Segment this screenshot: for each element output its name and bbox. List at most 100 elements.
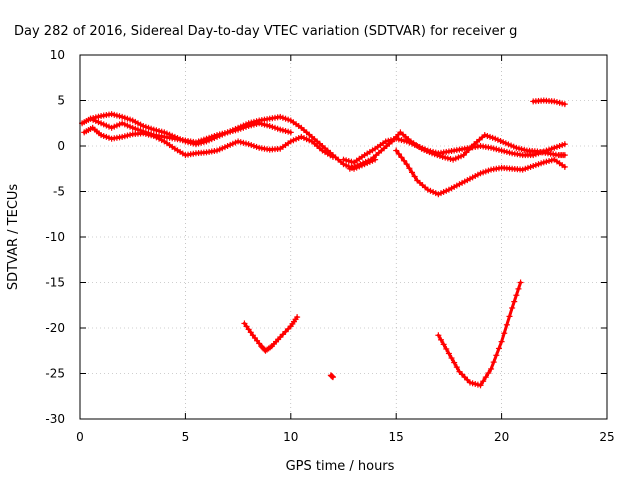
data-point	[551, 144, 558, 151]
data-point	[465, 146, 472, 153]
data-point	[100, 121, 107, 128]
data-point	[556, 143, 563, 149]
data-point	[430, 188, 437, 195]
data-point	[243, 123, 250, 130]
data-point	[431, 151, 438, 158]
data-point	[461, 374, 468, 381]
data-point	[437, 190, 444, 197]
data-point	[219, 130, 226, 137]
x-tick-label: 10	[283, 430, 298, 444]
data-point	[287, 138, 294, 145]
data-point	[519, 166, 526, 173]
series-arc-c	[87, 115, 294, 146]
data-point	[561, 101, 568, 108]
data-point	[285, 325, 292, 332]
data-point	[436, 153, 443, 160]
data-point	[153, 127, 160, 134]
data-point	[464, 177, 471, 184]
data-point	[227, 141, 234, 148]
data-point	[509, 304, 516, 311]
data-point	[274, 125, 281, 132]
data-point	[469, 380, 476, 387]
data-point	[103, 122, 110, 129]
data-point	[148, 125, 155, 132]
x-tick-label: 25	[599, 430, 614, 444]
data-point	[548, 145, 555, 152]
data-point	[493, 146, 500, 153]
data-point	[506, 149, 513, 156]
data-point	[121, 121, 128, 128]
data-point	[548, 157, 555, 164]
data-point	[456, 181, 463, 188]
data-point	[271, 124, 278, 131]
data-point	[482, 168, 489, 175]
data-point	[508, 142, 515, 149]
data-point	[447, 155, 454, 162]
series-arc-e	[346, 129, 568, 172]
data-point	[216, 146, 223, 153]
y-axis-label: SDTVAR / TECUs	[6, 184, 21, 291]
data-point	[517, 279, 524, 286]
data-point	[264, 122, 271, 129]
data-point	[429, 150, 436, 157]
data-point	[442, 154, 449, 161]
data-point	[203, 135, 210, 142]
data-point	[229, 127, 236, 134]
data-point	[435, 332, 442, 339]
data-point	[480, 378, 487, 385]
data-point	[559, 142, 566, 149]
data-point	[530, 152, 537, 159]
data-point	[493, 352, 500, 359]
data-point	[293, 136, 300, 143]
data-point	[329, 374, 336, 381]
data-point	[546, 158, 553, 165]
data-point	[243, 140, 250, 147]
data-point	[357, 161, 364, 168]
data-point	[137, 127, 144, 134]
data-point	[532, 162, 539, 169]
data-point	[132, 125, 139, 132]
data-point	[492, 135, 499, 142]
y-tick-label: -5	[53, 185, 65, 199]
data-point	[448, 355, 455, 362]
data-point	[440, 188, 447, 195]
data-point	[285, 116, 292, 123]
data-point	[235, 138, 242, 145]
data-point	[501, 330, 508, 337]
data-point	[513, 292, 520, 299]
data-point	[208, 133, 215, 140]
data-point	[240, 124, 247, 131]
data-point	[237, 139, 244, 146]
data-point	[474, 171, 481, 178]
data-point	[424, 186, 431, 193]
data-point	[119, 133, 126, 140]
data-point	[300, 135, 307, 142]
data-point	[127, 131, 134, 138]
data-point	[235, 126, 242, 133]
data-point	[451, 183, 458, 190]
data-point	[229, 140, 236, 147]
data-point	[456, 368, 463, 375]
data-point	[406, 165, 413, 172]
data-point	[444, 155, 451, 162]
data-point	[469, 174, 476, 181]
data-point	[192, 139, 199, 146]
data-point	[468, 143, 475, 150]
data-point	[108, 111, 115, 118]
data-point	[484, 132, 491, 139]
data-point	[108, 124, 115, 131]
data-point	[546, 146, 553, 153]
data-point	[511, 298, 518, 305]
data-point	[290, 137, 297, 144]
data-point	[285, 128, 292, 135]
data-point	[481, 132, 488, 139]
data-point	[329, 153, 336, 160]
axes-ticks: 0 5 10 15 20 25 10 5 0 -5 -10 -15 -20 -25 -30	[45, 48, 614, 444]
data-point	[365, 157, 372, 164]
data-point	[498, 338, 505, 345]
plot-frame	[79, 54, 608, 420]
data-point	[200, 136, 207, 143]
data-point	[448, 185, 455, 192]
data-point	[224, 129, 231, 136]
y-tick-label: -10	[45, 230, 65, 244]
